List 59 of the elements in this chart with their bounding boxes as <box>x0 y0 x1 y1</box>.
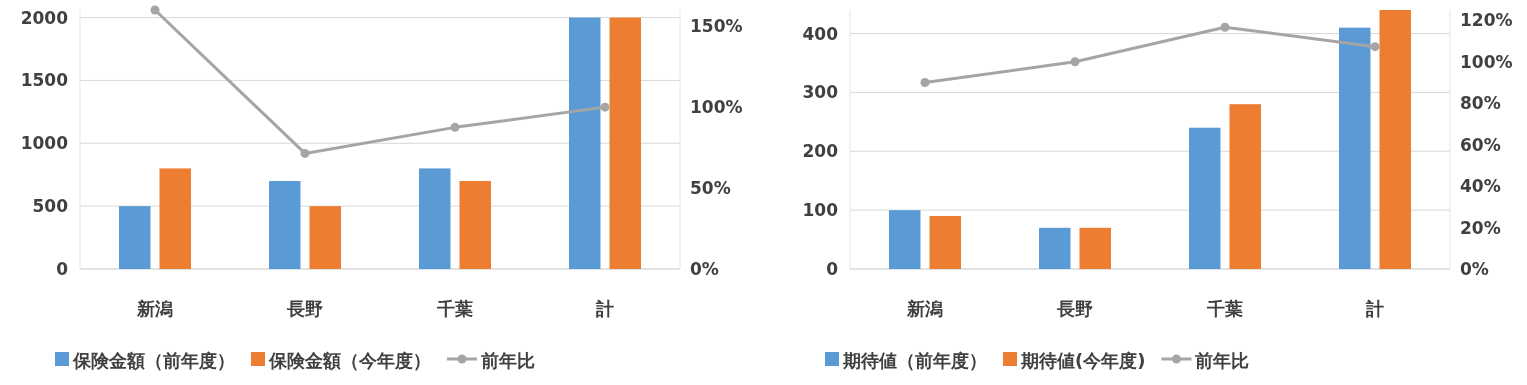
point <box>920 78 930 88</box>
y2-tick-label: 50% <box>690 178 731 199</box>
y2-tick-label: 150% <box>690 16 743 37</box>
x-tick-label: 千葉 <box>1206 298 1243 319</box>
y2-tick-label: 60% <box>1460 134 1501 155</box>
y2-tick-label: 0% <box>690 259 719 279</box>
bar <box>1189 127 1221 269</box>
y-tick-label: 0 <box>56 259 69 279</box>
y2-tick-label: 20% <box>1460 217 1501 238</box>
bar <box>159 168 191 269</box>
bar <box>459 180 491 269</box>
y2-tick-label: 120% <box>1460 10 1513 31</box>
bar <box>609 17 641 269</box>
y-tick-label: 0 <box>826 259 839 279</box>
bar <box>419 168 451 269</box>
point <box>450 122 460 132</box>
y-tick-label: 500 <box>32 196 69 217</box>
x-tick-label: 新潟 <box>906 298 943 319</box>
legend-label: 保険金額（前年度） <box>72 350 235 371</box>
legend-label: 期待値（前年度） <box>842 350 987 371</box>
y-tick-label: 200 <box>802 141 839 162</box>
bar <box>929 216 961 269</box>
bar <box>569 17 601 269</box>
y-tick-label: 400 <box>802 23 839 44</box>
y2-tick-label: 40% <box>1460 176 1501 197</box>
bar <box>1379 10 1411 269</box>
point <box>300 148 310 158</box>
y2-tick-label: 100% <box>690 97 743 118</box>
bar <box>309 206 341 269</box>
bar <box>889 210 921 269</box>
bar <box>1229 104 1261 269</box>
legend-label: 保険金額（今年度） <box>268 350 431 371</box>
legend-label: 前年比 <box>1194 350 1250 371</box>
y2-tick-label: 100% <box>1460 51 1513 72</box>
x-tick-label: 千葉 <box>436 298 473 319</box>
point <box>1370 42 1380 52</box>
legend-label: 期待値(今年度) <box>1020 350 1146 371</box>
point <box>1070 57 1080 67</box>
x-tick-label: 計 <box>1365 298 1384 319</box>
y-tick-label: 2000 <box>20 7 69 28</box>
y-tick-label: 1500 <box>20 70 69 91</box>
x-tick-label: 新潟 <box>136 298 173 319</box>
x-tick-label: 長野 <box>286 298 323 319</box>
y2-tick-label: 0% <box>1460 259 1489 279</box>
y2-tick-label: 80% <box>1460 93 1501 114</box>
x-tick-label: 長野 <box>1056 298 1093 319</box>
x-tick-label: 計 <box>595 298 614 319</box>
y-tick-label: 300 <box>802 82 839 103</box>
y-tick-label: 100 <box>802 200 839 221</box>
y-tick-label: 1000 <box>20 133 69 154</box>
bar <box>269 180 301 269</box>
legend-label: 前年比 <box>480 350 535 371</box>
bar <box>1079 227 1111 269</box>
bar <box>119 206 151 269</box>
point <box>600 102 610 112</box>
point <box>1220 22 1230 32</box>
bar <box>1039 227 1071 269</box>
point <box>150 5 160 15</box>
bar <box>1339 27 1371 269</box>
